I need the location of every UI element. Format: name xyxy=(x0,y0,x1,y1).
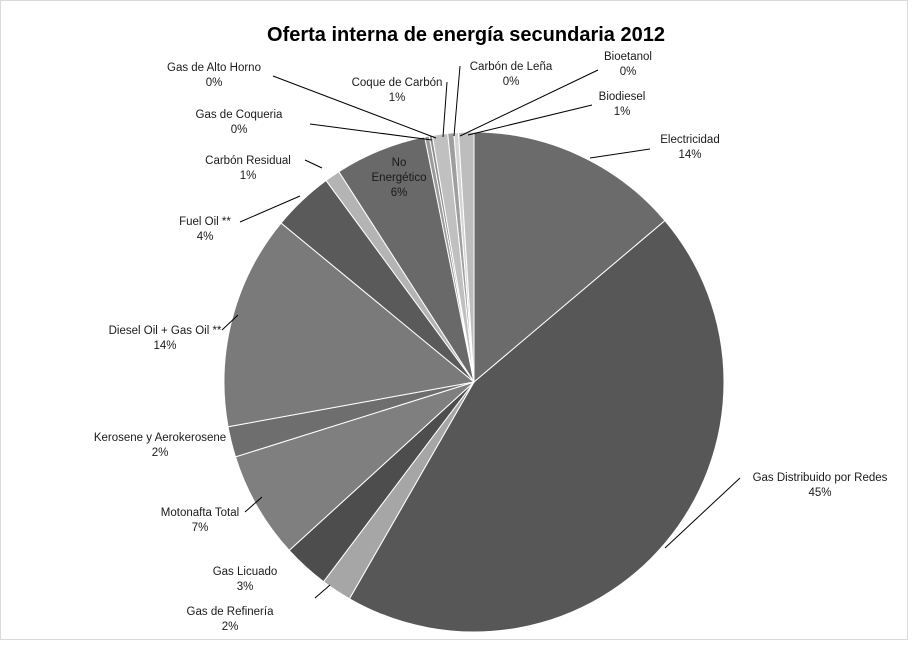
data-label: Biodiesel 1% xyxy=(599,91,646,118)
data-label: Carbón Residual 1% xyxy=(205,155,291,182)
leader-line xyxy=(664,477,741,549)
leader-line xyxy=(589,148,651,159)
leader-line xyxy=(314,584,331,599)
leader-line xyxy=(221,314,239,331)
pie-slice-gas-distribuido-por-redes xyxy=(348,219,725,633)
leader-line xyxy=(244,496,263,513)
chart-title: Oferta interna de energía secundaria 201… xyxy=(267,24,665,46)
data-label: Gas de Alto Horno 0% xyxy=(167,62,261,89)
leader-line xyxy=(453,65,461,137)
data-label: Kerosene y Aerokerosene 2% xyxy=(94,432,226,459)
pie-slice-diesel-oil-gas-oil xyxy=(223,222,476,428)
data-label: Bioetanol 0% xyxy=(604,51,652,78)
leader-line xyxy=(304,159,323,169)
data-label: Gas de Coqueria 0% xyxy=(196,109,284,136)
leader-line xyxy=(442,81,448,138)
pie-slice-electricidad xyxy=(473,131,666,384)
data-label: Fuel Oil ** 4% xyxy=(179,216,231,243)
leader-line xyxy=(239,195,301,223)
pie-slices xyxy=(223,131,725,633)
leader-line xyxy=(467,104,593,136)
data-label: Gas Licuado 3% xyxy=(213,566,278,593)
pie-slice-motonafta-total xyxy=(234,381,475,552)
data-label: Gas Distribuido por Redes 45% xyxy=(753,472,888,499)
data-label: No Energético 6% xyxy=(372,157,427,199)
leader-line xyxy=(459,69,599,137)
data-label: Carbón de Leña 0% xyxy=(470,61,553,88)
pie-slice-biodiesel xyxy=(457,131,475,383)
pie-labels: Electricidad 14% Gas Distribuido por Redes… xyxy=(94,51,888,633)
data-label: Coque de Carbón 1% xyxy=(352,77,443,104)
leader-line xyxy=(309,123,433,141)
data-label: Motonafta Total 7% xyxy=(161,507,239,534)
data-label: Gas de Refinería 2% xyxy=(187,606,275,633)
data-label: Electricidad 14% xyxy=(660,134,719,161)
leader-line xyxy=(272,75,437,139)
data-label: Diesel Oil + Gas Oil ** 14% xyxy=(109,325,222,352)
